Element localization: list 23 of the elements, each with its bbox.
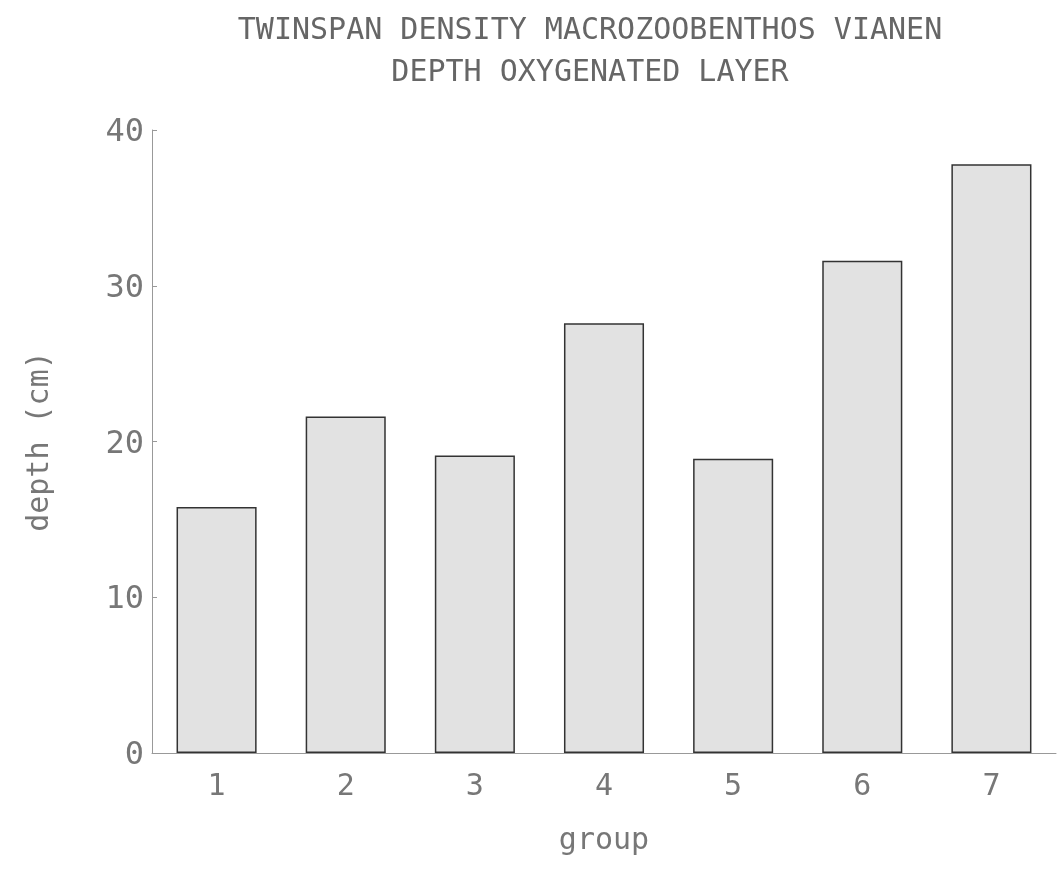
y-tick-label: 20 (105, 422, 144, 461)
bar (693, 458, 774, 753)
y-tick-label: 30 (105, 266, 144, 305)
x-tick-label: 7 (982, 766, 1001, 802)
bar (822, 260, 903, 753)
x-axis-title: group (558, 820, 650, 856)
x-tick-label: 6 (853, 766, 872, 802)
bar (434, 455, 515, 753)
chart-title: TWINSPAN DENSITY MACROZOOBENTHOS VIANEN (237, 10, 943, 46)
chart-subtitle: DEPTH OXYGENATED LAYER (391, 52, 790, 88)
bar (176, 506, 257, 753)
bar (951, 164, 1032, 753)
y-axis-title: depth (cm) (19, 351, 55, 532)
x-tick-label: 2 (336, 766, 355, 802)
x-tick-label: 4 (594, 766, 614, 802)
x-tick-label: 5 (724, 766, 743, 802)
y-tick-label: 40 (105, 111, 144, 149)
x-tick-label: 3 (465, 766, 484, 802)
x-tick-label: 1 (207, 766, 226, 802)
y-tick-label: 10 (105, 578, 144, 617)
bar (305, 416, 386, 753)
y-tick-label: 0 (124, 734, 144, 772)
bar (563, 323, 645, 753)
